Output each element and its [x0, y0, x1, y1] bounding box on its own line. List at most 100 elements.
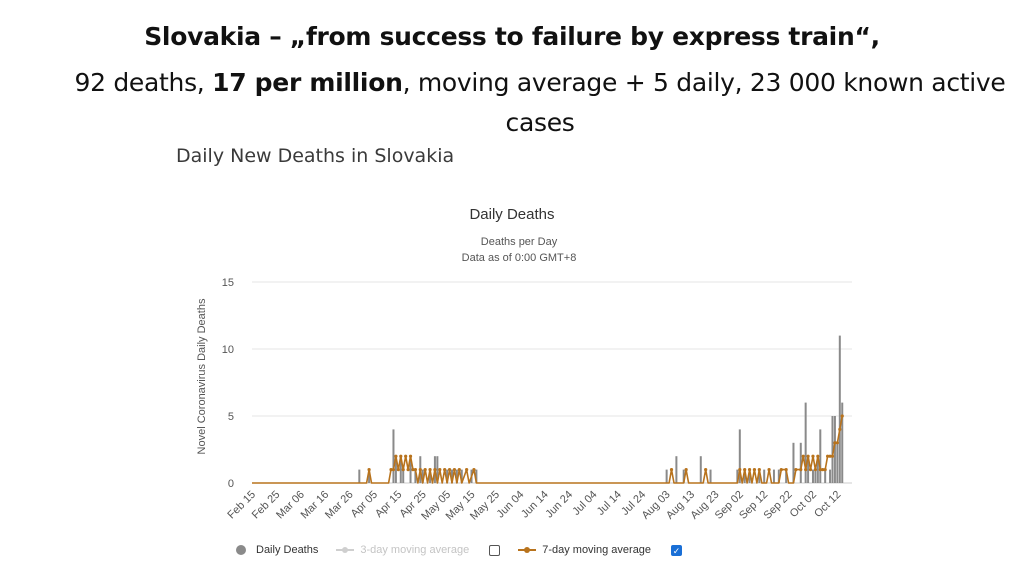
slide-subtitle: 92 deaths, 17 per million, moving averag…	[60, 63, 1020, 143]
point-7day-average	[443, 468, 447, 472]
legend-label-daily-deaths: Daily Deaths	[256, 544, 319, 556]
bar-daily-deaths	[455, 469, 458, 483]
point-7day-average	[399, 454, 403, 458]
bar-daily-deaths	[665, 469, 668, 483]
bar-daily-deaths	[831, 416, 834, 483]
x-tick-label: Mar 26	[323, 489, 356, 522]
point-7day-average	[389, 468, 393, 472]
point-7day-average	[433, 468, 437, 472]
slide-title-text: Slovakia – „from success to failure by e…	[144, 22, 880, 51]
subtitle-bold: 17 per million	[212, 68, 403, 97]
point-7day-average	[428, 468, 432, 472]
bar-daily-deaths	[799, 442, 802, 483]
bar-daily-deaths	[429, 469, 432, 483]
y-tick-label: 5	[228, 411, 234, 423]
point-7day-average	[811, 454, 815, 458]
checkbox-7day-average[interactable]: ✓	[671, 544, 683, 556]
bar-daily-deaths	[785, 469, 788, 483]
slide-title: Slovakia – „from success to failure by e…	[0, 22, 1024, 51]
bar-daily-deaths	[736, 469, 739, 483]
point-7day-average	[779, 468, 783, 472]
point-7day-average	[401, 468, 405, 472]
bar-daily-deaths	[814, 469, 817, 483]
bar-daily-deaths	[777, 469, 780, 483]
bar-daily-deaths	[394, 456, 397, 483]
bar-daily-deaths	[836, 442, 839, 483]
point-7day-average	[840, 414, 844, 418]
point-7day-average	[406, 468, 410, 472]
x-tick-label: Jul 04	[570, 489, 599, 518]
point-7day-average	[794, 468, 798, 472]
point-7day-average	[465, 468, 469, 472]
point-7day-average	[833, 441, 837, 445]
point-7day-average	[408, 454, 413, 458]
point-7day-average	[747, 468, 752, 472]
point-7day-average	[457, 468, 461, 472]
chart-title: Daily Deaths	[469, 206, 555, 223]
point-7day-average	[438, 468, 442, 472]
point-7day-average	[821, 468, 825, 472]
point-7day-average	[472, 468, 476, 472]
point-7day-average	[743, 468, 747, 472]
bar-daily-deaths	[833, 416, 836, 483]
chart-subtitle-line2: Data as of 0:00 GMT+8	[461, 252, 577, 264]
point-7day-average	[447, 468, 452, 472]
x-tick-label: Apr 05	[349, 489, 380, 520]
bar-daily-deaths	[841, 402, 844, 483]
legend-line-orange-icon	[518, 545, 537, 555]
bar-daily-deaths	[475, 469, 478, 483]
checkbox-3day-average[interactable]	[489, 544, 501, 556]
bar-daily-deaths	[807, 456, 810, 483]
legend-item-daily-deaths[interactable]: Daily Deaths	[236, 544, 318, 556]
legend-line-gray-icon	[336, 545, 355, 555]
legend-item-7day-average[interactable]: 7-day moving average ✓	[518, 544, 683, 556]
point-7day-average	[823, 468, 827, 472]
point-7day-average	[813, 468, 818, 472]
bar-daily-deaths	[792, 442, 795, 483]
bar-daily-deaths	[409, 456, 412, 483]
bar-daily-deaths	[763, 469, 766, 483]
point-7day-average	[404, 454, 408, 458]
bar-daily-deaths	[838, 335, 841, 483]
point-7day-average	[396, 468, 400, 472]
legend-label-7day-average: 7-day moving average	[542, 544, 652, 556]
point-7day-average	[799, 468, 803, 472]
point-7day-average	[801, 454, 805, 458]
legend-item-3day-average[interactable]: 3-day moving average	[336, 544, 501, 556]
y-tick-label: 0	[228, 478, 234, 490]
point-7day-average	[669, 468, 674, 472]
bar-daily-deaths	[738, 429, 741, 483]
point-7day-average	[423, 468, 427, 472]
point-7day-average	[418, 468, 422, 472]
bar-daily-deaths	[816, 456, 819, 483]
point-7day-average	[838, 427, 842, 431]
bar-daily-deaths	[399, 456, 402, 483]
chart-subtitle-line1: Deaths per Day	[480, 236, 558, 248]
point-7day-average	[784, 468, 788, 472]
bar-daily-deaths	[358, 469, 361, 483]
bar-daily-deaths	[699, 456, 702, 483]
x-tick-label: Oct 02	[788, 489, 819, 520]
bar-daily-deaths	[446, 469, 449, 483]
point-7day-average	[411, 468, 415, 472]
chart-legend: Daily Deaths 3-day moving average 7-day …	[236, 544, 700, 556]
x-tick-label: Jul 14	[595, 489, 624, 518]
bar-daily-deaths	[748, 469, 751, 483]
y-tick-label: 10	[222, 344, 234, 356]
bar-daily-deaths	[709, 469, 712, 483]
point-7day-average	[757, 468, 761, 472]
point-7day-average	[684, 468, 688, 472]
point-7day-average	[835, 441, 839, 445]
point-7day-average	[452, 468, 457, 472]
panel-title: Daily New Deaths in Slovakia	[176, 145, 455, 167]
bar-daily-deaths	[414, 469, 417, 483]
bar-daily-deaths	[392, 429, 395, 483]
bar-daily-deaths	[829, 469, 832, 483]
bar-daily-deaths	[811, 469, 814, 483]
bar-daily-deaths	[675, 456, 678, 483]
point-7day-average	[413, 468, 418, 472]
bar-daily-deaths	[758, 469, 761, 483]
subtitle-part2: , moving average + 5 daily, 23 000 known…	[402, 68, 1006, 137]
y-axis-title: Novel Coronavirus Daily Deaths	[196, 298, 208, 454]
point-7day-average	[394, 454, 398, 458]
